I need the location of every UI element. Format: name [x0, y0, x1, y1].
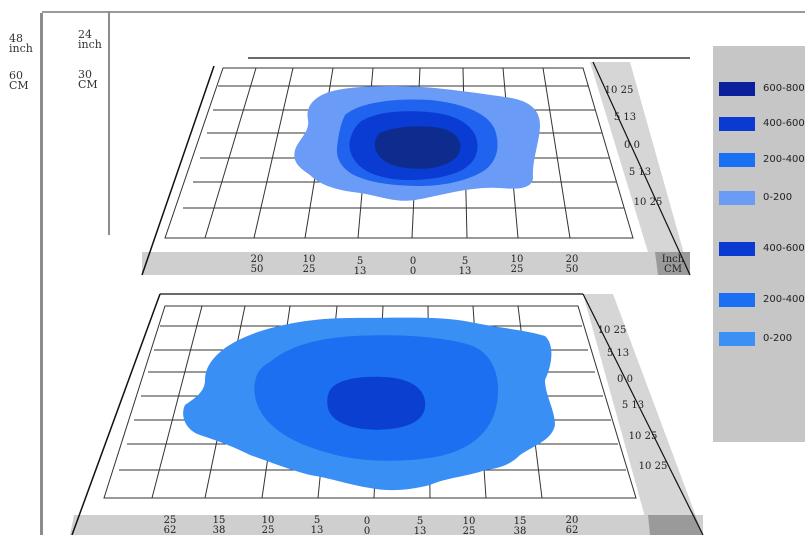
bottom-right-edge [582, 293, 704, 535]
top-x-cm-label: 13 [354, 266, 367, 277]
legend-swatch [719, 82, 755, 96]
top-x-inch-label: 20 [566, 254, 579, 265]
top-side-label: 5 13 [614, 112, 636, 123]
bottom-side-label: 10 25 [639, 461, 668, 472]
top-x-cm-label: 50 [566, 264, 579, 275]
legend-swatch [719, 242, 755, 256]
top-x-cm-label: 25 [511, 264, 524, 275]
top-x-cm-label: 0 [410, 266, 416, 277]
top-right-edge [592, 61, 691, 276]
bottom-x-inch-label: 15 [514, 516, 527, 527]
legend-label: 600-800 [763, 83, 805, 94]
bottom-x-labels: 25 15 10 5 0 5 10 15 20 62 38 25 13 0 13… [164, 515, 579, 535]
top-corner-inch-label: Inch [662, 254, 685, 265]
bottom-side-labels: 10 25 5 13 0 0 5 13 10 25 10 25 [598, 325, 668, 472]
bottom-x-cm-label: 0 [364, 526, 370, 535]
top-x-labels: 20 10 5 0 5 10 20 50 25 13 0 13 25 50 In… [251, 254, 685, 277]
legend-item: 600-800 [719, 82, 805, 96]
legend-item: 400-600 [719, 117, 805, 131]
top-side-label: 5 13 [629, 167, 651, 178]
legend-item: 200-400 [719, 153, 805, 167]
top-x-inch-label: 20 [251, 254, 264, 265]
top-zone-600-800 [374, 126, 461, 169]
bottom-side-label: 0 0 [617, 374, 633, 385]
top-corner-block [655, 252, 690, 275]
bottom-x-inch-label: 0 [364, 516, 370, 527]
bottom-corner-block [648, 515, 703, 535]
legend-label: 400-600 [763, 243, 805, 254]
top-x-inch-label: 10 [303, 254, 316, 265]
bottom-x-cm-label: 38 [514, 526, 527, 535]
top-side-label: 10 25 [634, 197, 663, 208]
legend-item: 0-200 [719, 191, 805, 205]
bottom-pressure-map: 25 15 10 5 0 5 10 15 20 62 38 25 13 0 13… [70, 293, 704, 535]
top-side-label: 0 0 [624, 140, 640, 151]
top-side-labels: 10 25 5 13 0 0 5 13 10 25 [605, 85, 663, 208]
legend-swatch [719, 332, 755, 346]
top-x-inch-label: 0 [410, 256, 416, 267]
bottom-side-label: 10 25 [598, 325, 627, 336]
legend-swatch [719, 153, 755, 167]
legend-label: 200-400 [763, 154, 805, 165]
top-x-inch-label: 10 [511, 254, 524, 265]
legend-item: 200-400 [719, 293, 805, 307]
legend-label: 0-200 [763, 192, 793, 203]
legend-item: 400-600 [719, 242, 805, 256]
top-x-cm-label: 13 [459, 266, 472, 277]
height-label-60-cm: 60 CM [9, 69, 29, 92]
bottom-x-cm-label: 25 [463, 526, 476, 535]
bottom-x-inch-label: 5 [314, 515, 320, 526]
bottom-x-inch-label: 5 [417, 516, 423, 527]
top-frame-line [42, 11, 805, 13]
legend-label: 0-200 [763, 333, 793, 344]
legend-label: 400-600 [763, 118, 805, 129]
top-side-label: 10 25 [605, 85, 634, 96]
legend-swatch [719, 293, 755, 307]
height-label-30-cm: 30 CM [78, 68, 98, 91]
bottom-x-inch-label: 10 [463, 516, 476, 527]
bottom-side-label: 5 13 [607, 348, 629, 359]
top-front-band [142, 252, 690, 275]
bottom-left-edge [71, 293, 161, 535]
bottom-x-inch-label: 25 [164, 515, 177, 526]
left-frame-line [40, 13, 43, 535]
scale-divider-line [108, 11, 110, 235]
top-x-cm-label: 50 [251, 264, 264, 275]
top-x-inch-label: 5 [357, 256, 363, 267]
bottom-x-inch-label: 15 [213, 515, 226, 526]
bottom-zone-400-600 [327, 376, 426, 430]
bottom-x-cm-label: 13 [414, 526, 427, 535]
top-corner-cm-label: CM [664, 264, 682, 275]
legend-swatch [719, 191, 755, 205]
bottom-x-cm-label: 38 [213, 525, 226, 535]
legend-item: 0-200 [719, 332, 805, 346]
top-pressure-map: 20 10 5 0 5 10 20 50 25 13 0 13 25 50 In… [141, 57, 691, 277]
top-x-cm-label: 25 [303, 264, 316, 275]
top-side-band [590, 62, 690, 275]
legend-panel: 600-800 400-600 200-400 0-200 400-600 20… [713, 46, 805, 442]
bottom-x-inch-label: 10 [262, 515, 275, 526]
bottom-side-label: 5 13 [622, 400, 644, 411]
bottom-x-cm-label: 13 [311, 525, 324, 535]
bottom-x-cm-label: 25 [262, 525, 275, 535]
bottom-x-inch-label: 20 [566, 515, 579, 526]
top-left-edge [141, 65, 215, 276]
bottom-front-band [70, 515, 703, 535]
bottom-x-cm-label: 62 [566, 525, 579, 535]
legend-label: 200-400 [763, 294, 805, 305]
legend-swatch [719, 117, 755, 131]
height-label-48-inch: 48 inch [9, 32, 33, 55]
bottom-x-cm-label: 62 [164, 525, 177, 535]
top-x-inch-label: 5 [462, 256, 468, 267]
height-label-24-inch: 24 inch [78, 28, 102, 51]
bottom-side-label: 10 25 [629, 431, 658, 442]
